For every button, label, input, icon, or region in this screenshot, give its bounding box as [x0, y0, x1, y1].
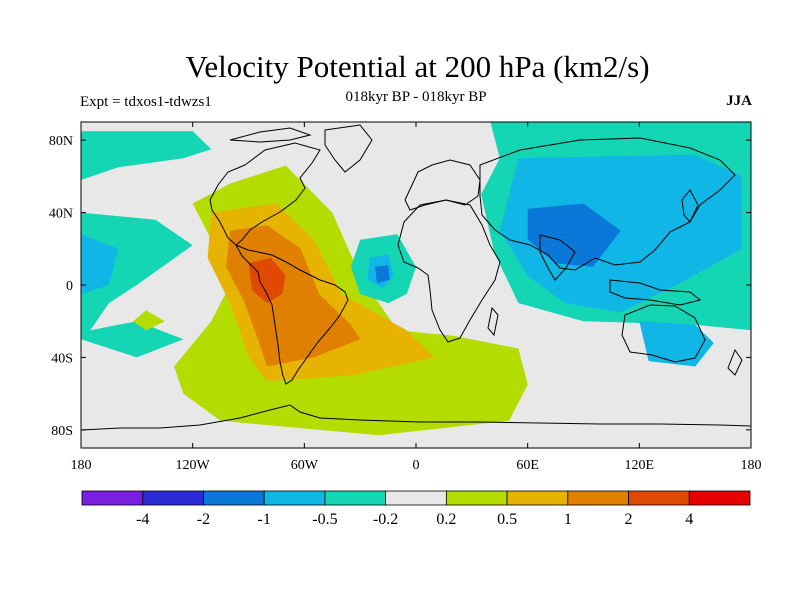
coastline-south-america [234, 243, 349, 385]
coastline-north-america [209, 142, 321, 246]
colorbar: -4 -2 -1 -0.5 -0.2 0.2 0.5 1 2 4 [81, 490, 751, 528]
colorbar-swatch [203, 490, 265, 506]
contour-fields [81, 122, 751, 436]
coastline-arctic-islands [229, 127, 312, 143]
coastline-greenland [324, 124, 373, 173]
lon-tick-label: 60W [291, 458, 319, 473]
coastline-india [539, 234, 576, 281]
lon-tick-label: 120W [176, 458, 211, 473]
colorbar-swatch [567, 490, 629, 506]
lat-tick-label: 80N [49, 134, 73, 149]
colorbar-label: -0.5 [312, 511, 337, 528]
region-arctic-negative [81, 131, 212, 180]
colorbar-swatch [506, 490, 569, 506]
lat-tick-label: 80S [51, 424, 73, 439]
region-pacific-mid-west [81, 234, 119, 295]
lat-tick-label: 40N [49, 207, 73, 222]
coastline-africa [397, 199, 501, 343]
colorbar-label: 1 [564, 511, 572, 528]
region-pacific-pocket [133, 310, 165, 331]
coastline-madagascar [487, 306, 499, 337]
colorbar-swatch [81, 490, 144, 506]
colorbar-label: -0.2 [373, 511, 398, 528]
chart-title: Velocity Potential at 200 hPa (km2/s) [185, 49, 650, 84]
colorbar-swatch [628, 490, 690, 506]
coastline-japan [681, 189, 699, 223]
colorbar-swatch [385, 490, 447, 506]
region-atlantic-core [375, 265, 390, 284]
axis-ticks: 180 120W 60W 0 60E 120E 180 80N 40N 0 40S 80S [49, 122, 762, 473]
coastlines [81, 124, 751, 431]
colorbar-label: -4 [136, 511, 149, 528]
coastline-indonesia [609, 279, 702, 306]
colorbar-swatch [263, 490, 326, 506]
coastline-australia [621, 304, 706, 363]
colorbar-label: -2 [197, 511, 210, 528]
lon-tick-label: 180 [71, 458, 92, 473]
colorbar-label: 0.5 [497, 511, 517, 528]
chart-subtitle: 018kyr BP - 018kyr BP [345, 89, 487, 105]
season-label: JJA [726, 93, 752, 109]
coastline-asia [479, 137, 736, 271]
lon-tick-label: 120E [625, 458, 655, 473]
lat-tick-label: 0 [66, 279, 73, 294]
region-asia-core [527, 203, 621, 267]
colorbar-label: 2 [625, 511, 633, 528]
colorbar-swatch [324, 490, 387, 506]
lon-tick-label: 180 [741, 458, 762, 473]
lon-tick-label: 0 [413, 458, 420, 473]
colorbar-swatch [142, 490, 204, 506]
lat-tick-label: 40S [51, 351, 73, 366]
colorbar-swatch [445, 490, 508, 506]
region-australia-negative [639, 321, 714, 367]
colorbar-label: -1 [258, 511, 271, 528]
colorbar-label: 4 [685, 511, 693, 528]
colorbar-label: 0.2 [436, 511, 456, 528]
region-americas-peak [248, 257, 286, 304]
lon-tick-label: 60E [516, 458, 539, 473]
coastline-antarctica [81, 404, 751, 431]
coastline-new-zealand [727, 348, 743, 376]
region-eurasia-mid [499, 154, 742, 313]
colorbar-swatch [688, 490, 751, 506]
experiment-label: Expt = tdxos1-tdwzs1 [80, 94, 212, 110]
